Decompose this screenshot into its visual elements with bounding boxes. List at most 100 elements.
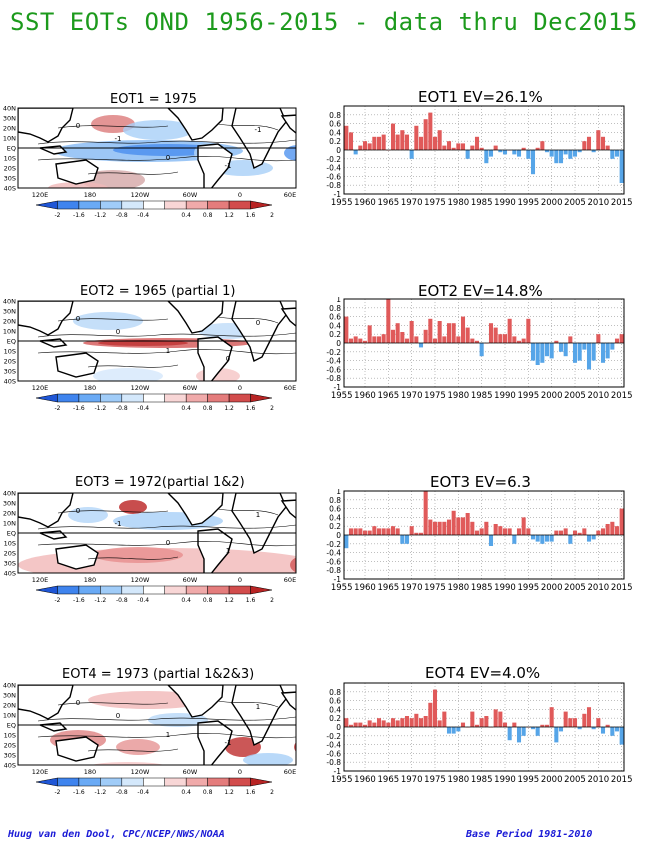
latitude-label: 20N [3,318,16,326]
bar [549,343,554,359]
bar [348,528,354,535]
bar [348,132,354,150]
bar [404,338,410,343]
bar [610,727,615,736]
anomaly-patch [91,762,165,765]
x-tick-label: 1960 [354,198,376,208]
x-tick-label: 1970 [401,775,423,785]
longitude-label: 60E [284,768,296,776]
longitude-label: 0 [238,576,242,584]
bar [395,134,400,150]
bar [395,528,400,535]
colorbar-segment [250,393,273,403]
bar [600,528,606,535]
colorbar-label: -2 [54,212,60,219]
bar [428,112,433,150]
bar [526,318,531,343]
bar [544,343,550,357]
bar [586,136,592,150]
anomaly-patch [48,182,108,188]
continent-outline [197,336,233,381]
latitude-label: 20S [4,165,16,173]
contour-label: 0 [76,507,80,515]
latitude-label: 10S [4,540,16,548]
bar [358,722,363,727]
latitude-label: 40S [4,762,16,770]
map-title: EOT1 = 1975 [110,92,197,107]
colorbar-label: 2 [270,212,274,219]
contour-line [57,510,169,514]
bar [596,530,601,535]
bar [479,718,484,727]
colorbar-label: -2 [54,597,60,604]
bar [619,727,624,745]
colorbar-segment [121,200,144,210]
bar [432,136,438,150]
footer-credit: Huug van den Dool, CPC/NCEP/NWS/NOAA [8,829,225,840]
colorbar-label: -0.4 [137,597,149,604]
contour-label: 1 [226,547,230,555]
latitude-label: 20S [4,742,16,750]
longitude-label: 60W [183,191,198,199]
colorbar-segment [164,393,187,403]
map-title: EOT2 = 1965 (partial 1) [80,284,236,299]
bar [409,718,414,727]
colorbar-label: 2 [270,597,274,604]
map-frame [17,300,297,382]
bar [395,720,400,727]
longitude-label: 0 [238,768,242,776]
x-tick-label: 1995 [518,391,540,401]
longitude-label: 60E [284,384,296,392]
y-tick-label: -1 [334,575,342,584]
continent-outline [55,159,99,185]
latitude-label: 40S [4,570,16,578]
y-tick-label: -0.8 [326,374,341,383]
bar [586,343,592,370]
colorbar-segment [100,585,123,595]
bar [498,526,503,535]
bar [535,535,540,542]
colorbar-label: -0.8 [116,597,128,604]
bar [367,325,372,343]
bar [544,150,550,153]
colorbar-label: -0.4 [137,789,149,796]
bar [526,150,531,159]
bar [423,329,428,343]
bar [460,316,466,343]
bar [479,147,484,150]
bar [526,528,531,535]
y-tick-label: 0.8 [329,304,341,313]
bar [572,530,578,535]
longitude-label: 180 [84,191,96,199]
contour-label: -1 [225,739,232,747]
colorbar-segment [143,200,165,210]
colorbar-segment [228,200,251,210]
bar [591,727,596,730]
longitude-label: 120E [32,191,49,199]
bar [386,722,391,727]
bar [474,530,480,535]
bar [386,299,391,343]
longitude-label: 180 [84,768,96,776]
x-tick-label: 1965 [378,198,400,208]
bar [381,334,386,343]
colorbar-segment [250,585,273,595]
bar [498,711,503,727]
bar [381,528,386,535]
latitude-label: EQ [7,722,16,730]
bar [390,526,396,535]
x-tick-label: 2010 [588,391,610,401]
colorbar-label: 1.6 [246,789,256,796]
y-tick-label: -0.6 [326,172,341,181]
x-tick-label: 1955 [331,775,353,785]
bar [446,727,452,734]
colorbar-label: 1.2 [224,597,234,604]
x-tick-label: 1985 [471,775,493,785]
bar [577,532,582,535]
bar [474,136,480,150]
contour-line [57,318,169,322]
contour-label: 0 [76,315,80,323]
y-tick-label: -0.2 [326,540,341,549]
bar [348,724,354,727]
